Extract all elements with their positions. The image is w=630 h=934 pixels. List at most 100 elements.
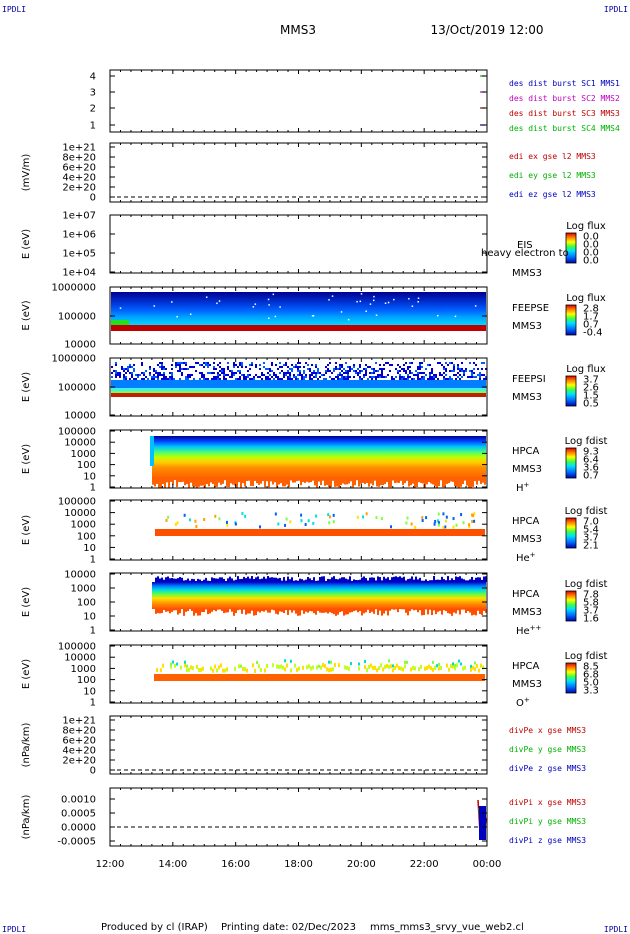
hpca-hepp-top	[339, 578, 341, 582]
hpca-o-pixel	[238, 664, 240, 669]
feepsi-pixel	[269, 370, 271, 372]
feepsi-pixel	[299, 362, 301, 364]
feepsi-pixel	[235, 372, 237, 374]
hpca-o-pixel	[482, 665, 484, 670]
hpca-hepp-tail	[203, 609, 205, 613]
feepse-speck	[408, 297, 410, 300]
hpca-he-pixel	[455, 523, 458, 527]
feepsi-pixel	[185, 376, 187, 378]
feepsi-pixel	[259, 376, 261, 378]
hpca-hepp-top	[169, 578, 171, 582]
hpca-hepp-top	[407, 579, 409, 582]
feepsi-pixel	[159, 372, 161, 374]
hpca-he-pixel	[241, 512, 244, 516]
feepsi-pixel	[163, 372, 165, 374]
burst-legend-1: des dist burst SC2 MMS2	[509, 94, 620, 103]
hpca-h-tail	[364, 478, 366, 485]
hpca-hepp-tail	[467, 609, 469, 612]
feepsi-pixel	[129, 366, 131, 368]
feepsi-pixel	[319, 376, 321, 378]
feepsi-pixel	[229, 376, 231, 378]
feepsi-pixel	[199, 378, 201, 380]
feepsi-pixel	[251, 364, 253, 366]
feepsi-pixel	[187, 374, 189, 376]
hpca-hepp-tail	[333, 609, 335, 615]
hpca-o-pixel	[258, 664, 260, 669]
x-tick-label: 18:00	[284, 859, 313, 870]
feepse-speck	[384, 302, 387, 305]
hpca-h-tail	[252, 478, 254, 487]
feepsi-pixel	[293, 376, 295, 378]
hpca-hepp-tail	[193, 609, 195, 616]
feepsi-pixel	[483, 378, 485, 380]
feepse-speck	[393, 298, 395, 301]
hpca-hepp-top	[453, 580, 455, 582]
hpca-hepp-tail	[393, 609, 395, 610]
hpca-hepp-top	[249, 578, 251, 582]
feepsi-pixel	[163, 374, 165, 376]
hpca-h-colorbar-tick: 6.4	[583, 455, 599, 466]
edi-ytick-label: 2e+20	[62, 183, 96, 194]
hpca-hepp-tail	[335, 609, 337, 616]
hpca-hepp-ytick-label: 100	[77, 598, 96, 609]
hpca-hepp-tail	[449, 609, 451, 614]
hpca-o-pixel	[290, 668, 292, 673]
feepsi-pixel	[221, 368, 223, 370]
feepsi-pixel	[131, 376, 133, 378]
feepsi-pixel	[453, 368, 455, 370]
hpca-he-ytick-label: 10	[83, 543, 96, 554]
feepse-speck	[153, 305, 156, 307]
hpca-hepp-top	[265, 578, 267, 582]
hpca-hepp-top	[273, 577, 275, 582]
feepsi-pixel	[283, 364, 285, 366]
hpca-he-pixel	[285, 517, 288, 521]
feepsi-pixel	[403, 368, 405, 370]
hpca-h-tail	[278, 478, 280, 485]
feepsi-pixel	[153, 374, 155, 376]
feepsi-pixel	[399, 378, 401, 380]
feepsi-pixel	[315, 376, 317, 378]
hpca-hepp-top	[319, 577, 321, 582]
feepsi-pixel	[379, 376, 381, 378]
hpca-h-tail	[328, 478, 330, 487]
hpca-o-pixel	[328, 668, 330, 673]
hpca-h-tail	[294, 478, 296, 483]
feepsi-pixel	[377, 370, 379, 372]
feepsi-pixel	[403, 378, 405, 380]
hpca-h-tail	[188, 478, 190, 488]
divpe-ytick-label: 1e+21	[62, 716, 96, 727]
hpca-o-pixel	[196, 664, 198, 669]
hpca-hepp-top	[351, 580, 353, 582]
feepse-ytick-label: 1000000	[51, 283, 96, 294]
feepsi-pixel	[277, 378, 279, 380]
feepse-speck	[176, 315, 178, 318]
feepsi-pixel	[241, 374, 243, 376]
feepsi-pixel	[483, 362, 485, 364]
feepsi-pixel	[421, 366, 423, 368]
feepsi-pixel	[379, 368, 381, 370]
feepsi-pixel	[379, 374, 381, 376]
feepsi-pixel	[455, 374, 457, 376]
hpca-hepp-top	[383, 576, 385, 582]
hpca-hepp-ylabel: E (eV)	[21, 587, 32, 617]
feepsi-pixel	[409, 370, 411, 372]
feepsi-pixel	[135, 374, 137, 376]
hpca-o-pixel	[310, 666, 312, 671]
feepse-colorbar-tick: -0.4	[583, 328, 603, 339]
feepsi-pixel	[227, 374, 229, 376]
hpca-o-pixel	[198, 668, 200, 673]
hpca-h-tail	[408, 478, 410, 487]
feepsi-pixel	[471, 376, 473, 378]
feepsi-pixel	[217, 374, 219, 376]
feepsi-pixel	[377, 374, 379, 376]
hpca-h-tail	[214, 478, 216, 488]
hpca-h-tail	[484, 478, 486, 485]
hpca-he-ytick-label: 100	[77, 531, 96, 542]
feepsi-pixel	[457, 364, 459, 366]
hpca-o-pixel	[330, 660, 332, 664]
feepsi-pixel	[161, 364, 163, 366]
hpca-h-tail	[430, 478, 432, 484]
feepsi-pixel	[209, 372, 211, 374]
hpca-h-tail	[172, 478, 174, 485]
hpca-hepp-tail	[423, 609, 425, 616]
